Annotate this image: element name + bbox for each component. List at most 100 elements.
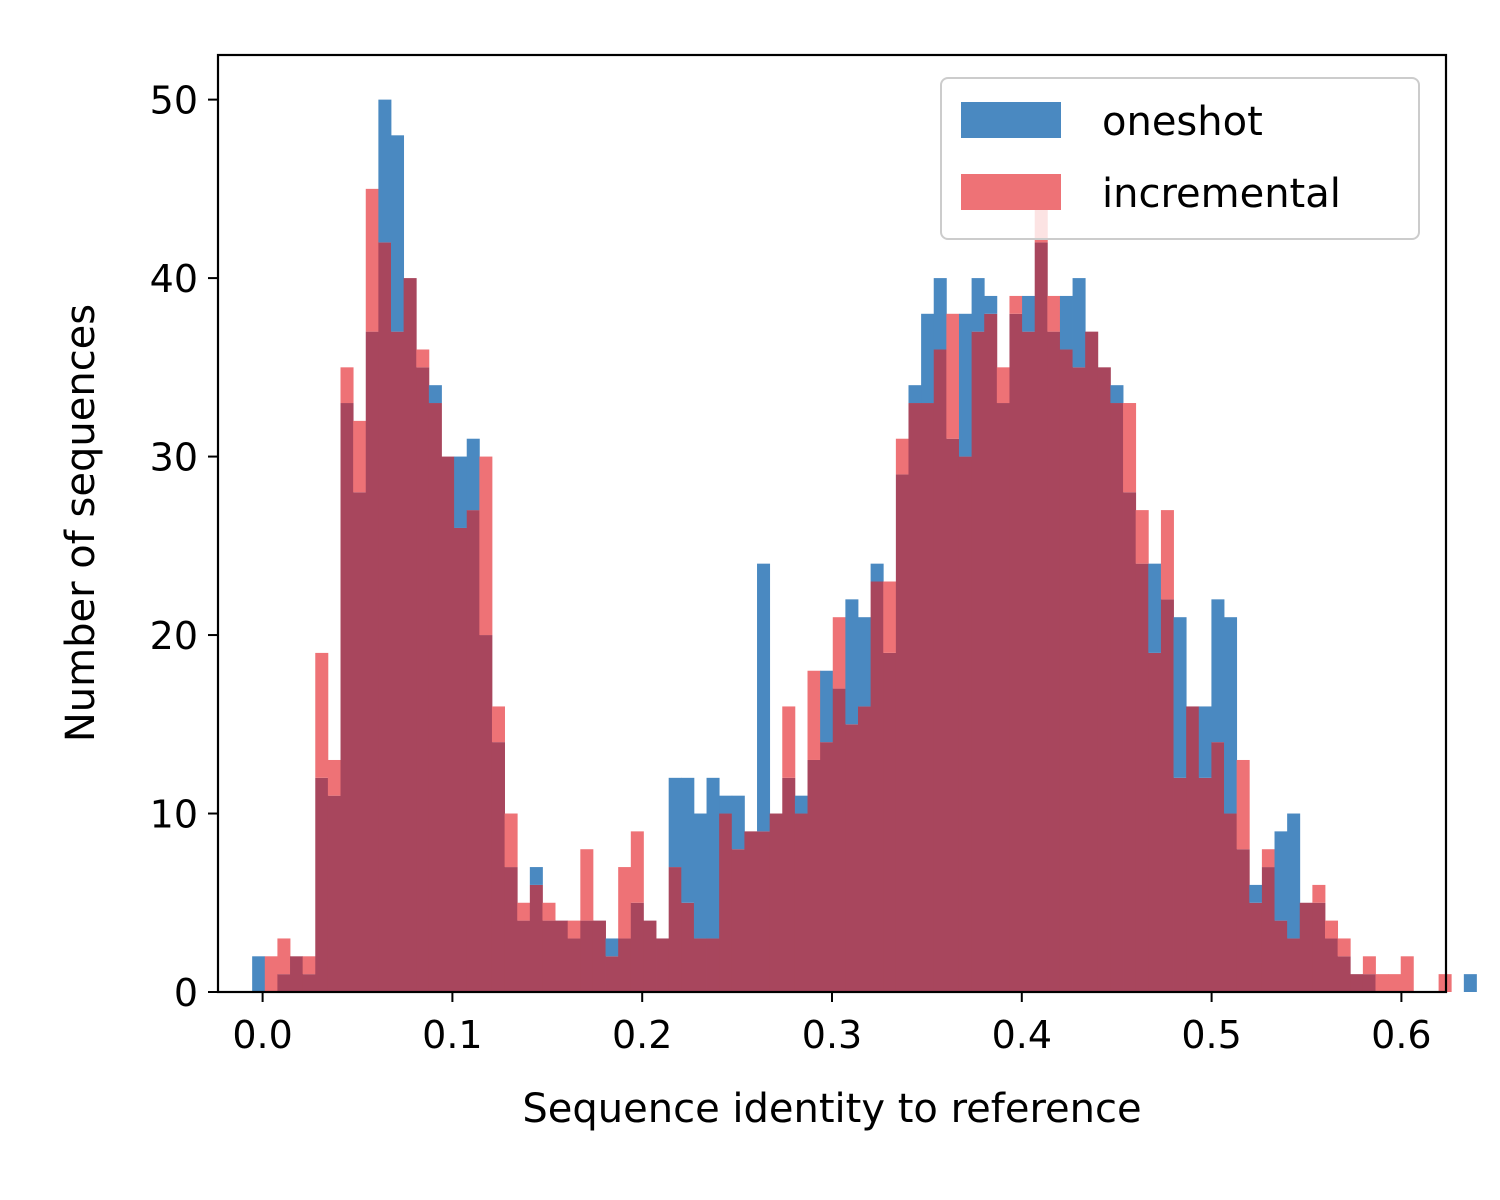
histogram-bar-oneshot [252,956,266,992]
histogram-bar-overlap [1022,331,1036,992]
histogram-bar-incremental [264,956,278,992]
histogram-bar-overlap [1059,349,1073,992]
legend-label-oneshot: oneshot [1102,99,1263,145]
x-tick-label: 0.4 [992,1013,1052,1057]
histogram-bar-incremental [327,759,341,796]
histogram-bar-overlap [605,956,619,992]
histogram-bar-overlap [1148,652,1162,992]
histogram-bar-overlap [1072,367,1086,993]
histogram-bar-oneshot [466,438,480,511]
histogram-bar-overlap [984,313,998,992]
histogram-bar-overlap [277,974,291,992]
histogram-bar-incremental [1400,956,1414,992]
histogram-bar-oneshot [719,795,733,814]
histogram-bar-overlap [996,403,1010,992]
histogram-bar-incremental [1123,403,1137,493]
histogram-bar-overlap [744,831,758,992]
histogram-bar-overlap [1362,974,1376,992]
histogram-bar-incremental [504,813,518,868]
histogram-bar-overlap [1034,242,1048,992]
histogram-bar-oneshot [1224,617,1238,814]
histogram-bar-overlap [428,403,442,992]
histogram-bar-oneshot [908,385,922,404]
histogram-bar-incremental [1362,956,1376,975]
histogram-bar-overlap [1274,920,1288,992]
histogram-bar-overlap [757,831,771,992]
histogram-bar-oneshot [858,617,872,707]
histogram-bar-overlap [1009,313,1023,992]
histogram-bar-overlap [1299,902,1313,992]
histogram-bar-oneshot [1173,617,1187,778]
histogram-bar-overlap [378,242,392,992]
histogram-bar-incremental [895,438,909,475]
x-axis-label: Sequence identity to reference [522,1086,1141,1132]
histogram-bar-overlap [327,795,341,992]
histogram-bar-overlap [908,403,922,992]
histogram-bar-oneshot [794,795,808,814]
y-tick-label: 40 [150,257,198,301]
histogram-bar-incremental [1009,295,1023,314]
histogram-bar-incremental [365,188,379,332]
histogram-bar-oneshot [1022,295,1036,332]
histogram-bar-overlap [1224,813,1238,992]
histogram-bar-oneshot [757,563,771,832]
histogram-bar-oneshot [1211,599,1225,743]
histogram-bar-overlap [618,938,632,992]
bars-group [252,99,1477,993]
histogram-bar-oneshot [1463,974,1477,992]
histogram-bar-oneshot [971,278,985,332]
histogram-bar-overlap [719,813,733,992]
histogram-bar-overlap [1261,867,1275,992]
histogram-bar-overlap [542,920,556,992]
histogram-bar-incremental [1160,510,1174,600]
x-axis-ticks: 0.0 0.1 0.2 0.3 0.4 0.5 0.6 [232,992,1432,1057]
histogram-bar-overlap [706,938,720,992]
histogram-bar-incremental [353,420,367,493]
histogram-bar-incremental [1047,295,1061,332]
histogram-bar-overlap [769,813,783,992]
histogram-bar-oneshot [1059,295,1073,350]
histogram-bar-oneshot [1249,884,1263,903]
histogram-bar-overlap [1173,777,1187,992]
histogram-bar-oneshot [706,777,720,939]
histogram-bar-incremental [618,867,632,939]
histogram-bar-incremental [340,367,354,404]
legend-swatch-oneshot [961,102,1061,138]
x-tick-label: 0.2 [612,1013,672,1057]
histogram-bar-oneshot [605,938,619,957]
histogram-bar-overlap [1211,742,1225,992]
histogram-bar-incremental [1236,759,1250,850]
histogram-bar-overlap [454,527,468,992]
histogram-bar-oneshot [870,563,884,582]
histogram-bar-incremental [479,456,493,636]
histogram-bar-overlap [315,777,329,992]
histogram-bar-incremental [416,349,430,368]
histogram-bar-oneshot [933,278,947,350]
histogram-bar-overlap [946,438,960,993]
histogram-bar-oneshot [958,313,972,457]
legend-label-incremental: incremental [1102,171,1341,217]
histogram-bar-overlap [971,331,985,992]
y-tick-label: 20 [150,614,198,658]
histogram-bar-incremental [580,849,594,921]
histogram-bar-overlap [517,920,531,992]
histogram-bar-overlap [807,759,821,992]
histogram-bar-incremental [996,367,1010,404]
histogram-bar-overlap [1198,777,1212,992]
histogram-bar-incremental [567,920,581,939]
histogram-bar-overlap [883,652,897,992]
histogram-bar-overlap [1350,974,1364,992]
histogram-bar-overlap [933,349,947,992]
histogram-bar-oneshot [845,599,859,725]
histogram-bar-oneshot [1274,831,1288,921]
histogram-bar-incremental [491,706,505,743]
histogram-bar-overlap [555,920,569,992]
histogram-bar-oneshot [668,777,682,868]
histogram-bar-overlap [820,742,834,992]
histogram-bar-oneshot [529,867,543,885]
histogram-bar-overlap [1236,849,1250,992]
histogram-bar-overlap [921,403,935,992]
histogram-bar-overlap [1123,492,1137,992]
histogram-bar-overlap [466,510,480,992]
